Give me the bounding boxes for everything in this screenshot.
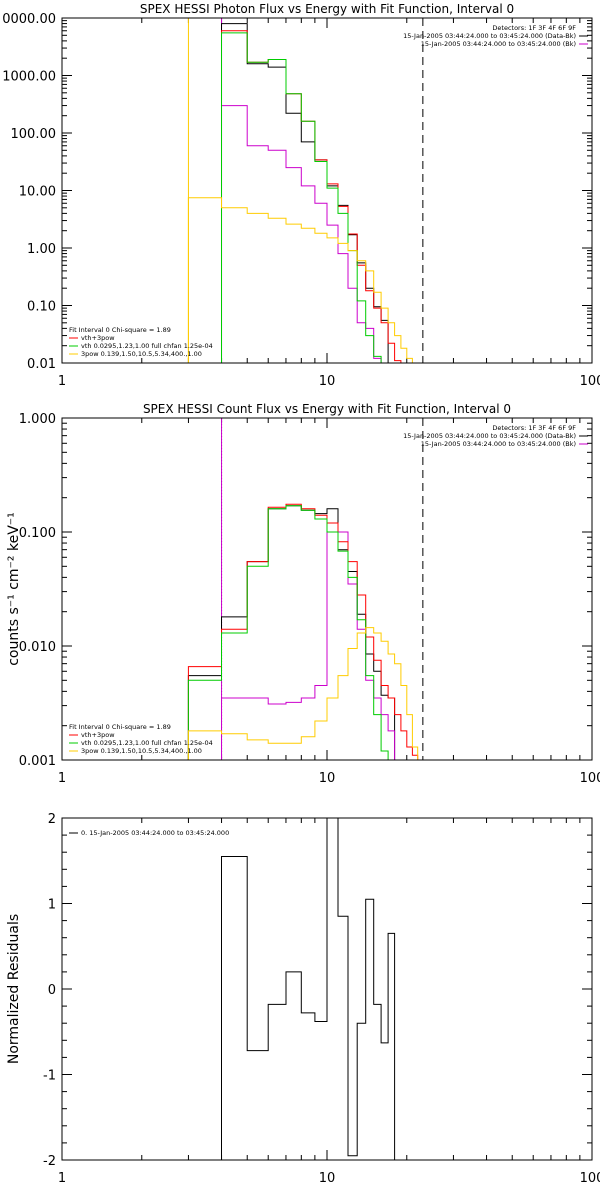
y-axis-label: counts s⁻¹ cm⁻² keV⁻¹ [6, 512, 22, 666]
x-tick-label: 1 [58, 374, 66, 389]
y-axis: 0.001 0.010 0.100 1.000 [19, 412, 592, 769]
legend-entry: vth+3pow [81, 334, 115, 342]
y-tick-label: 0.01 [27, 357, 56, 372]
info-line: 15-Jan-2005 03:44:24.000 to 03:45:24.000… [421, 440, 576, 448]
y-tick-label: 1 [48, 898, 56, 913]
series-vth [187, 505, 389, 760]
series-0-15-jan-2005-03-44-24-000-to-03-45-24-000 [221, 818, 396, 1160]
legend-entry: vth+3pow [81, 731, 115, 739]
legend-entry: 0. 15-Jan-2005 03:44:24.000 to 03:45:24.… [81, 829, 229, 837]
legend-entry: vth 0.0295,1.23,1.00 full chfan 1.25e-04 [81, 342, 213, 350]
info-line: 15-Jan-2005 03:44:24.000 to 03:45:24.000… [421, 40, 576, 48]
y-tick-label: 0 [48, 983, 56, 998]
series-data-bk [221, 23, 389, 363]
plot-frame [61, 17, 593, 364]
series-vth-3pow [187, 503, 419, 760]
legend-header: Fit Interval 0 Chi-square = 1.89 [69, 326, 171, 334]
series-vth [221, 32, 382, 363]
legend: Fit Interval 0 Chi-square = 1.89vth+3pow… [69, 326, 213, 358]
legend: 0. 15-Jan-2005 03:44:24.000 to 03:45:24.… [69, 829, 229, 837]
x-tick-label: 100 [580, 771, 600, 786]
x-tick-label: 100 [580, 374, 600, 389]
y-axis: -2 -1 0 1 2 [43, 812, 592, 1169]
x-axis: 1 10 100 [58, 818, 600, 1186]
plot-area [187, 418, 424, 760]
y-tick-label: 0000.00 [2, 12, 56, 27]
y-axis-label: Normalized Residuals [6, 914, 22, 1064]
x-tick-label: 100 [580, 1171, 600, 1186]
y-tick-label: 1.00 [27, 242, 56, 257]
info-line: Detectors: 1F 3F 4F 6F 9F [492, 424, 576, 432]
y-tick-label: 1000.00 [2, 70, 56, 85]
y-tick-label: 0.100 [19, 526, 56, 541]
series-data-bk [187, 505, 396, 760]
y-tick-label: 0.001 [19, 754, 56, 769]
plot-frame [61, 417, 593, 761]
panel-title: SPEX HESSI Count Flux vs Energy with Fit… [143, 402, 511, 416]
x-tick-label: 10 [319, 771, 336, 786]
panel-3: Normalized Residuals 1 10 100 -2 -1 0 1 2 0. 15-J… [6, 812, 600, 1186]
info-line: Detectors: 1F 3F 4F 6F 9F [492, 24, 576, 32]
legend-entry: 3pow 0.139,1.50,10.5,5.34,400.,1.00 [81, 747, 202, 755]
panel-2: SPEX HESSI Count Flux vs Energy with Fit… [6, 402, 600, 786]
x-tick-label: 10 [319, 1171, 336, 1186]
legend: Fit Interval 0 Chi-square = 1.89vth+3pow… [69, 723, 213, 755]
y-tick-label: 100.00 [11, 127, 57, 142]
y-tick-label: 0.10 [27, 300, 56, 315]
info-line: 15-Jan-2005 03:44:24.000 to 03:45:24.000… [403, 32, 576, 40]
plot-area [221, 818, 396, 1160]
legend-entry: 3pow 0.139,1.50,10.5,5.34,400.,1.00 [81, 350, 202, 358]
info-line: 15-Jan-2005 03:44:24.000 to 03:45:24.000… [403, 432, 576, 440]
legend-header: Fit Interval 0 Chi-square = 1.89 [69, 723, 171, 731]
series-3pow [187, 627, 419, 760]
y-tick-label: -1 [43, 1069, 56, 1084]
y-tick-label: -2 [43, 1154, 56, 1169]
panel-title: SPEX HESSI Photon Flux vs Energy with Fi… [140, 2, 514, 16]
series-bk [221, 531, 396, 760]
legend-entry: vth 0.0295,1.23,1.00 full chfan 1.25e-04 [81, 739, 213, 747]
plot-frame [61, 817, 593, 1161]
y-axis: 0.01 0.10 1.00 10.00 100.00 1000.00 0000.00 [2, 12, 592, 372]
y-tick-label: 10.00 [19, 185, 56, 200]
series-3pow [187, 197, 413, 363]
y-tick-label: 1.000 [19, 412, 56, 427]
y-tick-label: 2 [48, 812, 56, 827]
series-vth-3pow [221, 30, 402, 363]
y-tick-label: 0.010 [19, 640, 56, 655]
x-tick-label: 1 [58, 1171, 66, 1186]
plot-area [187, 18, 424, 363]
x-tick-label: 10 [319, 374, 336, 389]
panel-1: SPEX HESSI Photon Flux vs Energy with Fi… [2, 2, 600, 389]
x-tick-label: 1 [58, 771, 66, 786]
